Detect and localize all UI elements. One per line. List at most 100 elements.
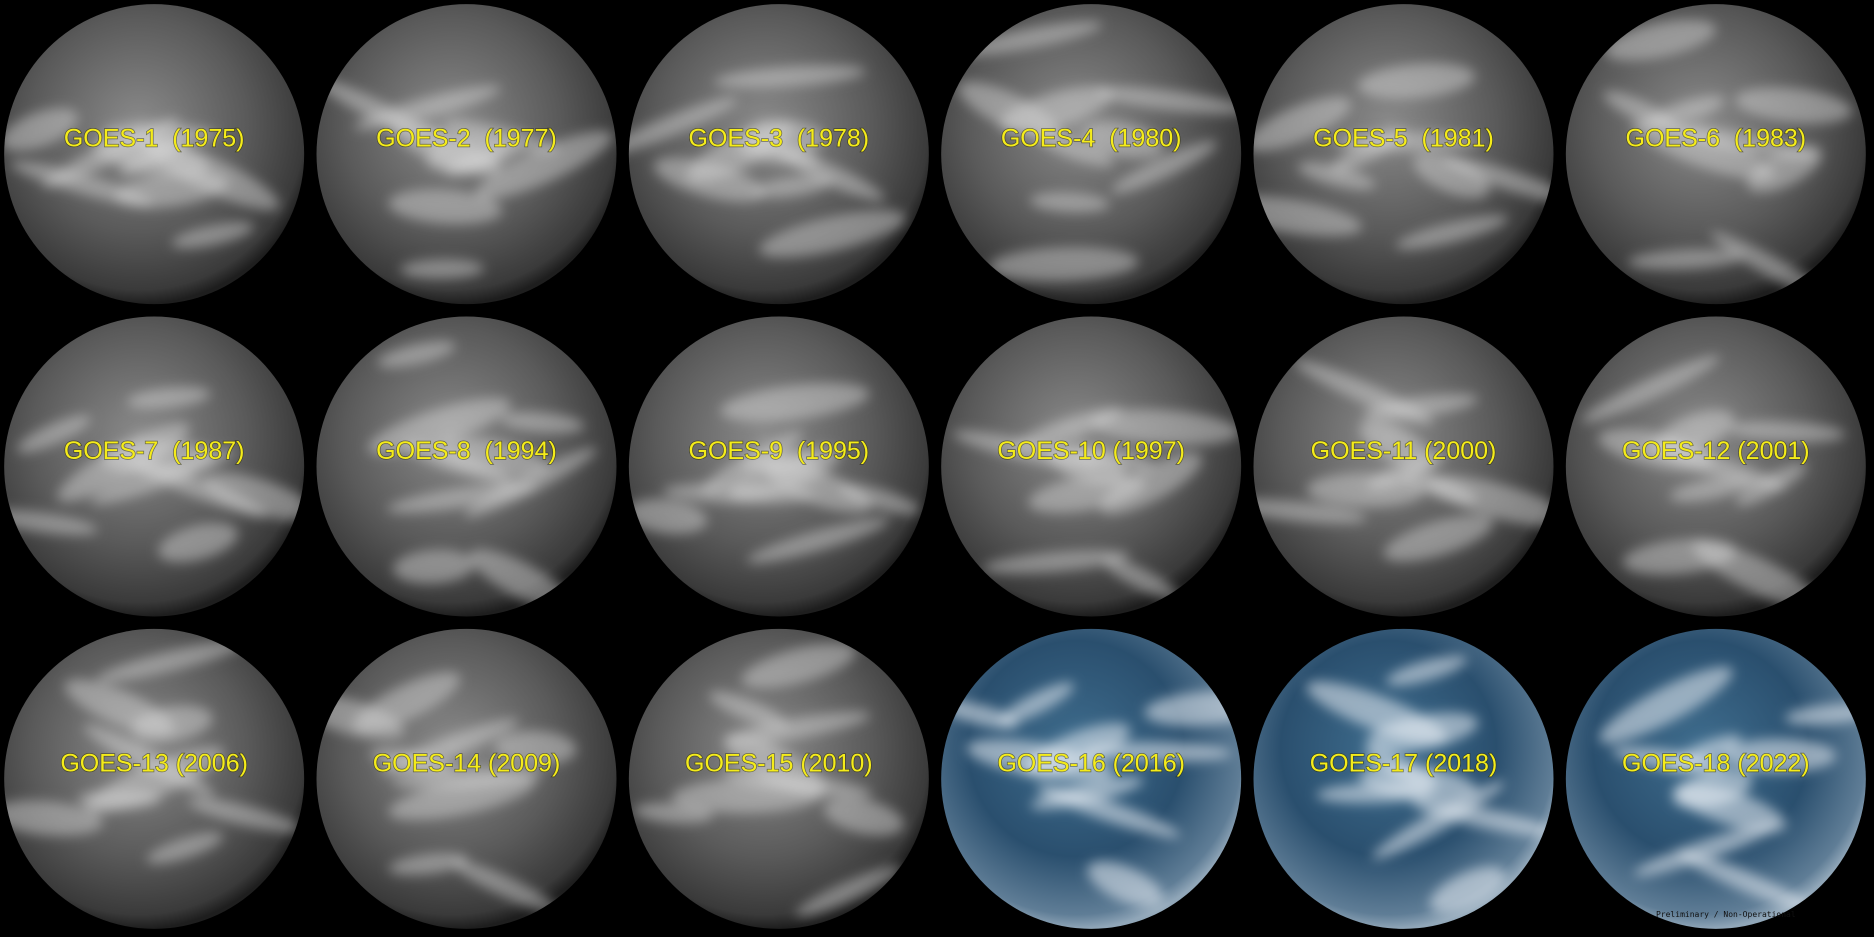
tile-label: GOES-17 (2018) [1310,749,1498,777]
tile-label: GOES-12 (2001) [1622,437,1810,465]
tile-label: GOES-1 (1975) [64,125,245,153]
cloud [1633,823,1778,877]
cloud [126,386,211,409]
cloud [77,789,162,810]
cloud [999,86,1114,133]
clouds [628,65,906,258]
tile-label: GOES-13 (2006) [60,749,248,777]
cloud [10,160,153,207]
cloud [353,85,501,130]
cloud [1386,655,1467,686]
cloud [713,65,866,88]
cloud [1785,704,1866,726]
satellite-tile: GOES-2 (1977) [316,4,617,305]
satellite-tile: GOES-4 (1980) [941,4,1242,305]
cloud [453,860,559,913]
clouds [952,407,1240,600]
cloud [720,383,870,422]
tile-label: GOES-5 (1981) [1313,125,1494,153]
cloud [367,397,511,455]
cloud [741,643,856,689]
cloud [957,21,1103,56]
globe [1253,4,1554,305]
cloud [1297,162,1376,190]
cloud [795,865,903,917]
tile-label: GOES-8 (1994) [376,437,557,465]
cloud [500,412,585,434]
cloud [4,800,104,836]
satellite-tile: GOES-1 (1975) [4,4,305,305]
cloud [1028,473,1145,513]
cloud [1090,409,1240,445]
cloud [57,422,190,502]
cloud [1413,153,1490,198]
cloud [1429,866,1506,914]
satellite-tile: GOES-16 (2016) [941,628,1242,929]
cloud [1035,131,1114,167]
satellite-tile: GOES-18 (2022) Preliminary / Non-Operatio… [1565,628,1866,929]
satellite-tile: GOES-17 (2018) [1253,628,1554,929]
cloud [628,498,708,535]
cloud [42,118,180,188]
cloud [721,768,873,798]
cloud [1253,96,1352,152]
cloud [1253,195,1363,237]
cloud [628,97,738,156]
cloud [1083,741,1232,763]
cloud [1729,421,1846,443]
satellite-tile: GOES-7 (1987) [4,316,305,617]
cloud [445,120,559,154]
cloud [1669,476,1753,502]
cloud [759,209,906,258]
cloud [1359,764,1477,802]
satellite-tile: GOES-10 (1997) [941,316,1242,617]
tile-label: GOES-15 (2010) [685,749,873,777]
tile-label: GOES-14 (2009) [373,749,561,777]
cloud [823,797,905,836]
cloud [64,679,174,736]
cloud [1087,861,1164,907]
cloud [202,472,305,521]
cloud [1103,557,1179,600]
satellite-tile: GOES-15 (2010) [628,628,929,929]
cloud [1383,514,1494,562]
clouds [1306,655,1554,914]
clouds [1599,666,1866,912]
cloud [391,767,544,789]
clouds [941,682,1242,907]
cloud [1036,784,1181,838]
cloud [1294,360,1434,425]
cloud [701,431,803,493]
cloud [17,415,91,453]
cloud [988,247,1139,282]
tile-label: GOES-2 (1977) [376,125,557,153]
cloud [1722,738,1837,773]
clouds [628,383,920,563]
satellite-tile: GOES-12 (2001) [1565,316,1866,617]
cloud [724,711,871,745]
cloud [388,852,469,875]
clouds [4,640,301,864]
cloud [353,672,461,733]
cloud [1306,473,1425,508]
cloud [1095,86,1242,115]
tile-label: GOES-7 (1987) [64,437,245,465]
satellite-tile: GOES-13 (2006) [4,628,305,929]
cloud [753,174,833,198]
cloud [708,691,788,729]
cloud [96,640,245,682]
cloud [1627,248,1744,270]
tile-label: GOES-9 (1995) [689,437,870,465]
cloud [1734,87,1853,124]
cloud [1426,475,1554,527]
cloud [1306,681,1447,744]
cloud [838,483,920,515]
cloud [171,221,255,249]
clouds [957,21,1242,282]
tile-label: GOES-3 (1978) [689,125,870,153]
satellite-tile: GOES-11 (2000) [1253,316,1554,617]
cloud [91,449,235,505]
cloud [746,517,890,563]
cloud [1632,119,1774,180]
